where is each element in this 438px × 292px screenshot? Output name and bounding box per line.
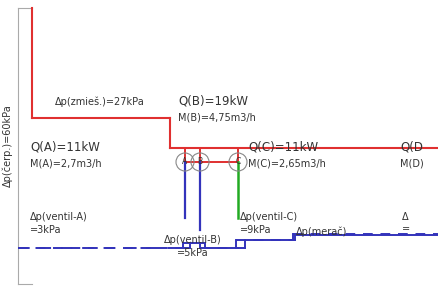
Text: Δp(zmieš.)=27kPa: Δp(zmieš.)=27kPa (55, 97, 145, 107)
Text: M(B)=4,75m3/h: M(B)=4,75m3/h (178, 113, 256, 123)
Text: Δ: Δ (402, 212, 409, 222)
Text: Δp(čerp.)=60kPa: Δp(čerp.)=60kPa (3, 105, 13, 187)
Text: Δp(ventil-C)
=9kPa: Δp(ventil-C) =9kPa (240, 212, 298, 235)
Text: B: B (198, 157, 202, 166)
Text: Q(C)=11kW: Q(C)=11kW (248, 141, 318, 154)
Text: M(A)=2,7m3/h: M(A)=2,7m3/h (30, 159, 102, 169)
Text: M(D): M(D) (400, 159, 424, 169)
Text: C: C (235, 157, 240, 166)
Text: M(C)=2,65m3/h: M(C)=2,65m3/h (248, 159, 326, 169)
Text: Δp(merač): Δp(merač) (296, 227, 347, 237)
Text: Q(B)=19kW: Q(B)=19kW (178, 95, 248, 108)
Text: Q(D: Q(D (400, 141, 423, 154)
Text: =: = (402, 224, 410, 234)
Text: Δp(ventil-B)
=5kPa: Δp(ventil-B) =5kPa (164, 235, 222, 258)
Text: Δp(ventil-A)
=3kPa: Δp(ventil-A) =3kPa (30, 212, 88, 235)
Text: Q(A)=11kW: Q(A)=11kW (30, 141, 100, 154)
Text: A: A (182, 157, 187, 166)
